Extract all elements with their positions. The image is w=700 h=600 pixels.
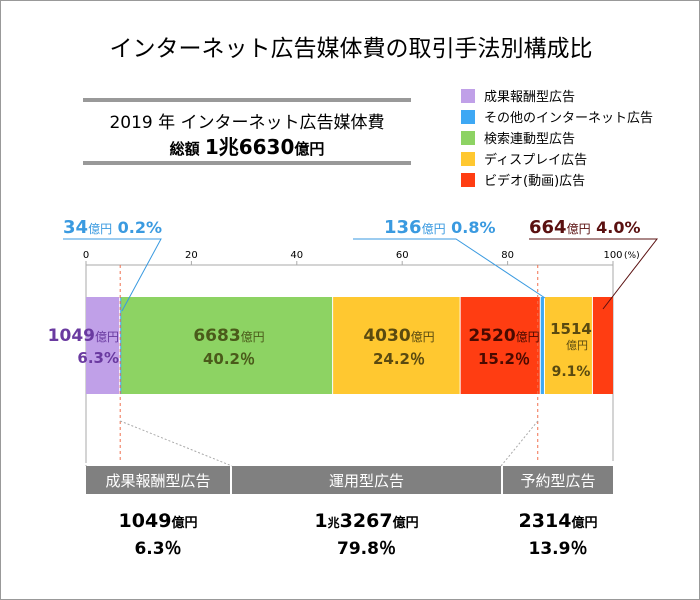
callout-label: 34億円 0.2% — [63, 217, 162, 238]
segment-percent-label: 9.1% — [552, 364, 591, 380]
group-name: 運用型広告 — [329, 472, 404, 490]
segment-unit-label: 億円 — [566, 339, 588, 352]
legend-swatch — [461, 152, 475, 166]
bar-segment — [460, 297, 540, 394]
summary-line1: 2019 年 インターネット広告媒体費 — [109, 113, 384, 133]
bar-segment — [540, 297, 544, 394]
legend-label: ビデオ(動画)広告 — [484, 173, 585, 189]
segment-value-label: 1514 — [550, 320, 592, 338]
group-value: 2314億円 — [519, 510, 598, 532]
legend-swatch — [461, 131, 475, 145]
x-tick-label: 40 — [290, 250, 303, 261]
bar-segment — [120, 297, 122, 394]
x-tick-label: 60 — [396, 250, 409, 261]
group-name: 予約型広告 — [520, 472, 595, 490]
group-band — [232, 466, 501, 494]
x-tick-label: 20 — [185, 250, 198, 261]
x-tick-label: 0 — [83, 250, 89, 261]
callout-leader-line — [63, 238, 162, 312]
legend-swatch — [461, 89, 475, 103]
bar-segment — [544, 297, 592, 394]
legend-label: ディスプレイ広告 — [484, 152, 587, 168]
bar-segment — [86, 297, 120, 394]
x-unit-label: (%) — [624, 251, 640, 261]
band-connector — [500, 420, 539, 467]
legend-label: 検索連動型広告 — [484, 132, 575, 147]
band-connector — [120, 420, 233, 467]
callout-leader-line — [353, 238, 546, 299]
group-percent: 6.3％ — [134, 539, 181, 559]
segment-percent-label: 40.2％ — [203, 350, 255, 368]
segment-value-label: 1049億円 — [48, 326, 119, 346]
segment-value-label: 6683億円 — [193, 326, 264, 346]
group-band — [503, 466, 613, 494]
segment-value-label: 4030億円 — [363, 326, 434, 346]
segment-percent-label: 6.3% — [77, 349, 119, 367]
legend-swatch — [461, 110, 475, 124]
callout-leader-line — [529, 238, 659, 310]
callout-label: 664億円 4.0% — [529, 217, 641, 238]
legend-label: その他のインターネット広告 — [484, 111, 653, 126]
legend-label: 成果報酬型広告 — [484, 90, 575, 105]
segment-percent-label: 24.2％ — [373, 350, 425, 368]
bar-segment — [121, 297, 333, 394]
x-tick-label: 100 — [603, 250, 622, 261]
group-percent: 13.9％ — [529, 539, 588, 559]
callout-label: 136億円 0.8% — [384, 217, 496, 238]
bar-segment — [592, 297, 613, 394]
segment-percent-label: 15.2％ — [478, 350, 530, 368]
legend-swatch — [461, 173, 475, 187]
chart-title: インターネット広告媒体費の取引手法別構成比 — [110, 36, 593, 62]
group-percent: 79.8％ — [337, 539, 396, 559]
x-tick-label: 80 — [501, 250, 514, 261]
bar-segment — [333, 297, 460, 394]
segment-value-label: 2520億円 — [468, 326, 539, 346]
group-value: 1兆3267億円 — [314, 510, 418, 532]
summary-total: 総額 1兆6630億円 — [170, 135, 325, 159]
group-band — [86, 466, 230, 494]
group-name: 成果報酬型広告 — [105, 472, 210, 490]
group-value: 1049億円 — [119, 510, 198, 532]
